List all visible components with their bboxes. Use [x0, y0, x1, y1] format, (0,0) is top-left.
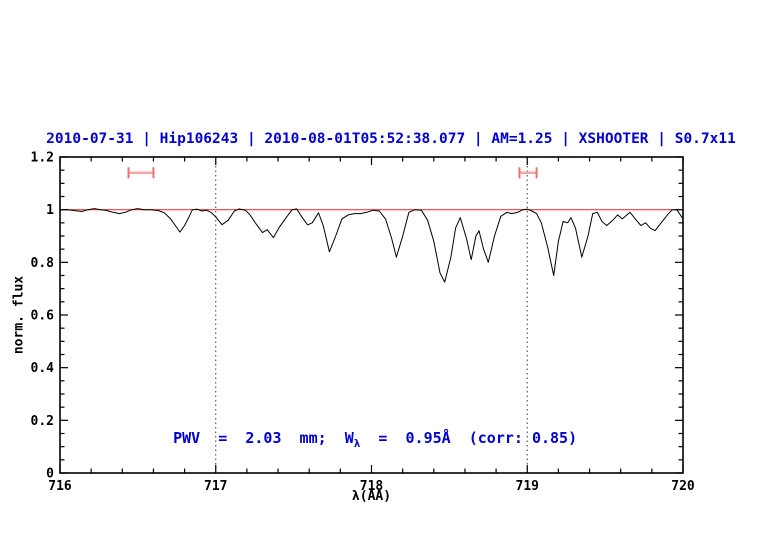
spectrum-line: [60, 208, 684, 283]
x-tick-label: 720: [671, 479, 695, 494]
x-tick-label: 719: [516, 479, 539, 494]
pwv-annotation-suffix: = 0.95Å (corr: 0.85): [360, 429, 578, 447]
lambda-subscript: λ: [353, 437, 361, 450]
y-tick-label: 1.2: [31, 151, 54, 166]
x-axis-label: λ(AA): [351, 489, 392, 504]
x-tick-label: 718: [360, 479, 384, 494]
y-tick-label: 1: [46, 203, 54, 218]
y-tick-label: 0.4: [31, 361, 55, 376]
pwv-annotation: PWV = 2.03 mm; Wλ = 0.95Å (corr: 0.85): [137, 411, 577, 465]
y-tick-label: 0.8: [31, 256, 55, 271]
y-tick-label: 0: [46, 467, 54, 482]
x-tick-label: 717: [204, 479, 227, 494]
y-tick-label: 0.6: [31, 309, 55, 324]
plot-title: 2010-07-31 | Hip106243 | 2010-08-01T05:5…: [46, 131, 736, 147]
x-tick-label: 716: [48, 479, 72, 494]
y-tick-label: 0.2: [31, 414, 54, 429]
pwv-annotation-prefix: PWV = 2.03 mm; W: [173, 429, 354, 447]
